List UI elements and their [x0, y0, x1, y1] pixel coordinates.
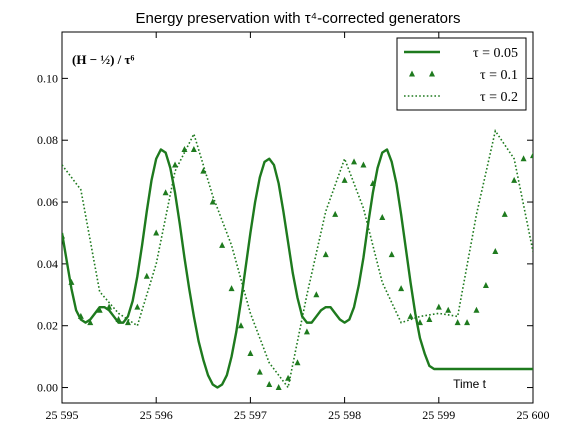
data-point: [115, 316, 122, 323]
data-point: [351, 158, 358, 165]
data-point: [68, 278, 75, 285]
data-point: [332, 210, 339, 217]
data-point: [256, 368, 263, 375]
data-point: [520, 155, 527, 162]
x-tick-label: 25 598: [328, 408, 361, 422]
legend-swatch-triangle: [409, 70, 415, 77]
data-point: [426, 316, 433, 323]
data-point: [445, 306, 452, 313]
axis-ticks: 25 595 25 596 25 597 25 598 25 599 25 600 0.00…: [37, 32, 550, 422]
data-point: [398, 285, 405, 292]
x-tick-label: 25 595: [46, 408, 79, 422]
data-point: [153, 229, 160, 236]
data-point: [266, 380, 273, 387]
data-point: [473, 306, 480, 313]
data-point: [482, 282, 489, 289]
data-point: [143, 272, 150, 279]
y-tick-label: 0.10: [37, 71, 58, 85]
data-point: [530, 152, 533, 159]
y-annotation: (H − ½) / τ⁶: [72, 52, 135, 67]
chart-title: Energy preservation with τ⁴-corrected ge…: [135, 10, 460, 27]
data-point: [303, 328, 310, 335]
series-tau-0.1: [62, 145, 533, 391]
legend-label: τ = 0.1: [480, 68, 518, 83]
data-point: [313, 291, 320, 298]
data-point: [247, 350, 254, 357]
data-point: [219, 241, 226, 248]
data-point: [435, 303, 442, 310]
data-point: [511, 176, 518, 183]
data-point: [294, 359, 301, 366]
data-point: [228, 285, 235, 292]
data-point: [416, 319, 423, 326]
x-axis-label: Time t: [453, 377, 487, 391]
y-tick-label: 0.02: [37, 319, 58, 333]
data-point: [492, 248, 499, 255]
series-layer: [62, 128, 533, 391]
data-point: [341, 176, 348, 183]
data-point: [369, 179, 376, 186]
data-point: [322, 251, 329, 258]
data-point: [62, 232, 65, 239]
data-point: [106, 303, 113, 310]
data-point: [388, 251, 395, 258]
legend-label: τ = 0.05: [473, 46, 518, 61]
data-point: [464, 319, 471, 326]
data-point: [124, 319, 131, 326]
data-point: [96, 306, 103, 313]
data-point: [172, 161, 179, 168]
legend-swatch-triangle: [429, 70, 435, 77]
legend-box: [396, 37, 527, 111]
data-point: [190, 145, 197, 152]
data-point: [237, 322, 244, 329]
x-tick-label: 25 597: [234, 408, 267, 422]
y-tick-label: 0.06: [37, 195, 58, 209]
data-point: [275, 384, 282, 391]
data-point: [285, 374, 292, 381]
legend: τ = 0.05 τ = 0.1 τ = 0.2: [396, 37, 527, 111]
data-point: [87, 319, 94, 326]
y-tick-label: 0.04: [37, 257, 58, 271]
x-tick-label: 25 599: [422, 408, 455, 422]
data-point: [209, 198, 216, 205]
data-point: [162, 189, 169, 196]
series-line-tau-0.05: [62, 148, 533, 389]
data-point: [501, 210, 508, 217]
data-point: [407, 312, 414, 319]
x-tick-label: 25 600: [517, 408, 550, 422]
data-point: [134, 303, 141, 310]
data-point: [454, 319, 461, 326]
legend-label: τ = 0.2: [480, 90, 518, 105]
y-tick-label: 0.00: [37, 381, 58, 395]
data-point: [360, 161, 367, 168]
x-tick-label: 25 596: [140, 408, 173, 422]
data-point: [77, 312, 84, 319]
y-tick-label: 0.08: [37, 133, 58, 147]
data-point: [379, 214, 386, 220]
